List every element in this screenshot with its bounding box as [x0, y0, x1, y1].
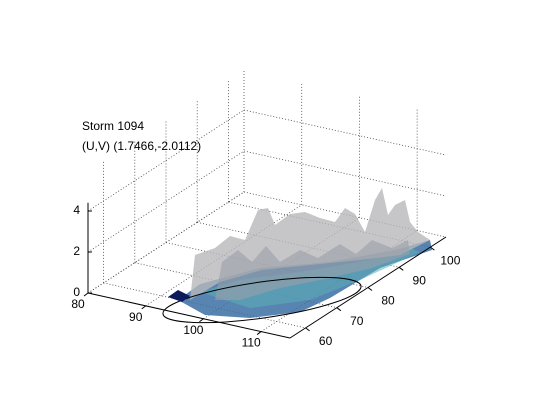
- axes: 80 90 100 110 60 70 80 90 100 0 2 4: [71, 202, 461, 350]
- title-line: (U,V) (1.7466,-2.0112): [82, 139, 201, 153]
- z-tick-label: 0: [73, 285, 80, 299]
- grid: [87, 69, 447, 332]
- y-tick: [430, 246, 435, 251]
- z-tick-label: 2: [73, 244, 80, 258]
- y-tick-label: 80: [381, 294, 395, 308]
- x-tick-label: 100: [183, 323, 203, 337]
- z-tick-label: 4: [73, 203, 80, 217]
- x-tick-label: 80: [71, 297, 85, 311]
- y-tick: [305, 327, 310, 332]
- grid-line: [243, 109, 447, 156]
- x-tick-label: 90: [129, 310, 143, 324]
- x-tick: [83, 292, 89, 297]
- title-line: Storm 1094: [82, 119, 144, 133]
- x-tick-label: 110: [242, 336, 261, 350]
- grid-line: [87, 191, 245, 294]
- surface: [162, 188, 432, 324]
- y-tick-label: 60: [319, 334, 333, 348]
- y-tick: [367, 287, 373, 291]
- x-tick: [256, 331, 262, 335]
- grid-line: [145, 204, 302, 307]
- grid-line: [243, 150, 447, 197]
- x-tick: [199, 318, 204, 323]
- grid-line: [87, 109, 245, 212]
- grid-line: [87, 150, 245, 253]
- y-tick: [336, 307, 342, 312]
- x-tick: [141, 305, 147, 310]
- grid-line: [260, 230, 418, 332]
- y-tick-label: 100: [440, 253, 460, 267]
- y-tick-label: 90: [413, 273, 427, 287]
- x-axis: [87, 292, 291, 339]
- y-tick-label: 70: [350, 314, 364, 328]
- y-tick: [398, 266, 404, 271]
